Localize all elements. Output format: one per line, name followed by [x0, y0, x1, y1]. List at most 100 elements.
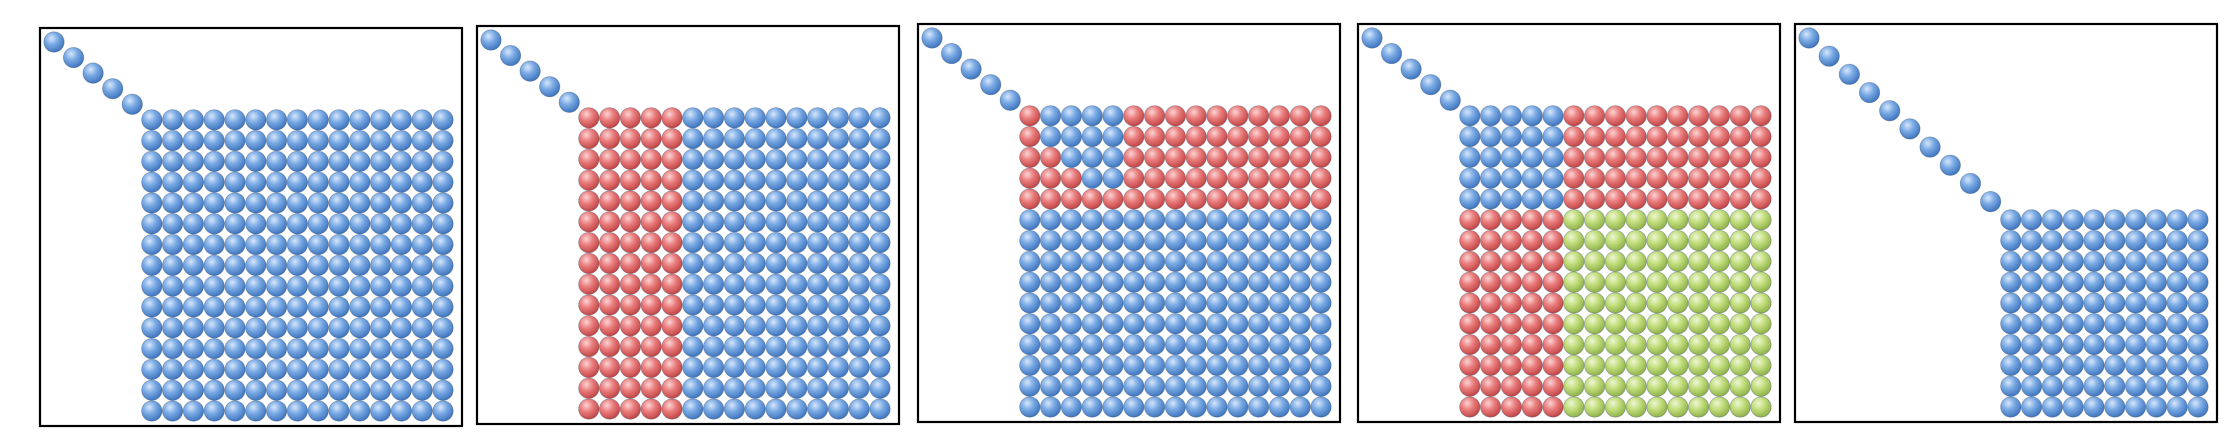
blue-sphere	[203, 213, 225, 235]
blue-sphere	[2104, 333, 2126, 356]
red-sphere	[1584, 126, 1606, 148]
red-sphere	[661, 169, 683, 191]
diagonal-dot	[121, 93, 143, 115]
blue-sphere	[806, 315, 829, 337]
blue-sphere	[1268, 354, 1291, 376]
blue-sphere	[265, 275, 288, 297]
blue-sphere	[1040, 271, 1062, 293]
blue-sphere	[869, 169, 891, 191]
blue-sphere	[806, 294, 829, 316]
red-sphere	[1040, 146, 1062, 168]
blue-sphere	[286, 275, 308, 297]
blue-sphere	[411, 130, 433, 152]
red-sphere	[1459, 250, 1481, 272]
red-sphere	[640, 169, 662, 191]
red-sphere	[1625, 188, 1647, 210]
blue-sphere	[702, 335, 725, 358]
green-sphere	[1584, 209, 1606, 231]
red-sphere	[619, 148, 642, 170]
red-sphere	[1144, 146, 1166, 168]
blue-sphere	[806, 377, 829, 399]
blue-sphere	[765, 190, 787, 212]
blue-sphere	[869, 315, 891, 337]
green-sphere	[1563, 354, 1585, 376]
blue-sphere	[411, 358, 433, 380]
blue-sphere	[1144, 313, 1166, 335]
blue-sphere	[224, 171, 246, 193]
blue-sphere	[1521, 188, 1543, 210]
blue-sphere	[369, 317, 392, 339]
blue-sphere	[744, 107, 766, 129]
blue-sphere	[1040, 250, 1062, 272]
blue-sphere	[786, 252, 808, 274]
red-sphere	[1144, 188, 1166, 210]
red-sphere	[598, 169, 621, 191]
red-sphere	[1646, 188, 1668, 210]
blue-sphere	[723, 315, 746, 337]
blue-sphere	[182, 317, 204, 339]
blue-sphere	[1521, 167, 1543, 189]
blue-sphere	[349, 400, 371, 422]
red-sphere	[661, 335, 683, 358]
blue-sphere	[1040, 126, 1062, 148]
blue-sphere	[765, 398, 787, 420]
blue-sphere	[1102, 250, 1124, 272]
green-sphere	[1584, 250, 1606, 272]
red-sphere	[1584, 188, 1606, 210]
blue-sphere	[869, 398, 891, 420]
blue-sphere	[328, 317, 350, 339]
red-sphere	[1227, 188, 1249, 210]
green-sphere	[1708, 333, 1731, 356]
blue-sphere	[328, 400, 350, 422]
red-sphere	[1563, 146, 1585, 168]
green-sphere	[1563, 333, 1585, 356]
diagonal-dot	[43, 31, 65, 53]
blue-sphere	[848, 211, 870, 233]
red-sphere	[1248, 105, 1270, 127]
blue-sphere	[1227, 209, 1249, 231]
blue-sphere	[1480, 105, 1502, 127]
red-sphere	[1060, 167, 1083, 189]
blue-sphere	[2000, 333, 2022, 356]
blue-sphere	[286, 171, 308, 193]
blue-sphere	[1185, 375, 1207, 397]
red-sphere	[578, 273, 600, 295]
red-sphere	[661, 315, 683, 337]
green-sphere	[1646, 271, 1668, 293]
blue-sphere	[349, 337, 371, 360]
green-sphere	[1604, 375, 1627, 397]
green-sphere	[1584, 375, 1606, 397]
red-sphere	[619, 398, 642, 420]
blue-sphere	[1144, 292, 1166, 314]
blue-sphere	[702, 190, 725, 212]
blue-sphere	[869, 148, 891, 170]
blue-sphere	[141, 234, 163, 256]
blue-sphere	[1248, 250, 1270, 272]
blue-sphere	[1060, 250, 1083, 272]
blue-sphere	[432, 213, 454, 235]
blue-sphere	[1081, 209, 1103, 231]
sphere-grid	[578, 107, 891, 420]
green-sphere	[1729, 396, 1751, 418]
green-sphere	[1604, 354, 1627, 376]
red-sphere	[1500, 333, 1523, 356]
blue-sphere	[682, 148, 704, 170]
red-sphere	[1667, 146, 1689, 168]
blue-sphere	[328, 379, 350, 401]
red-sphere	[661, 232, 683, 254]
blue-sphere	[1248, 313, 1270, 335]
green-sphere	[1729, 209, 1751, 231]
red-sphere	[578, 398, 600, 420]
blue-sphere	[1289, 250, 1311, 272]
blue-sphere	[1310, 292, 1332, 314]
blue-sphere	[390, 150, 412, 172]
diagonal-dots	[43, 31, 143, 115]
green-sphere	[1750, 230, 1772, 252]
diagonal-dots	[921, 27, 1021, 111]
blue-sphere	[245, 337, 267, 360]
red-sphere	[1123, 167, 1145, 189]
blue-sphere	[1289, 313, 1311, 335]
red-sphere	[1185, 126, 1207, 148]
blue-sphere	[162, 234, 184, 256]
blue-sphere	[1060, 292, 1083, 314]
